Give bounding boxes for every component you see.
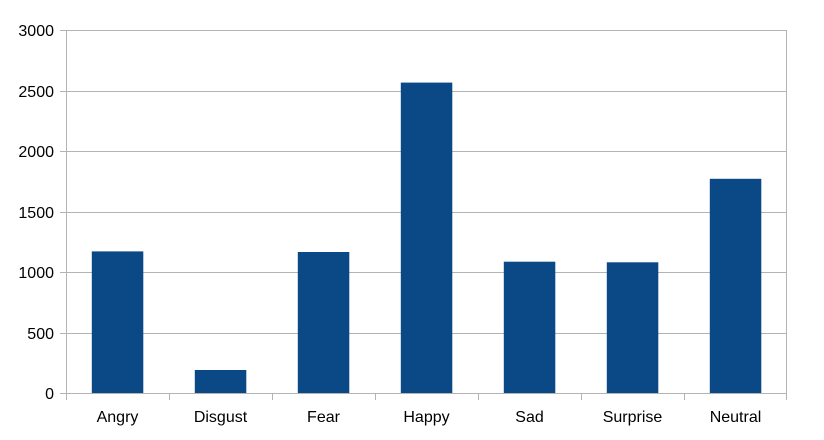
- y-tick-label-1500: 1500: [18, 205, 54, 222]
- x-tick-labels: Angry Disgust Fear Happy Sad Surprise Neutral: [97, 409, 762, 426]
- axes: [60, 30, 787, 400]
- y-tick-label-500: 500: [27, 326, 54, 343]
- bar-angry: [91, 251, 144, 393]
- y-tick-label-1000: 1000: [18, 265, 54, 282]
- x-tick-label-sad: Sad: [515, 409, 543, 426]
- bar-fear: [297, 252, 350, 393]
- bar-sad: [503, 261, 556, 393]
- bar-neutral: [709, 178, 762, 393]
- bar-disgust: [194, 370, 247, 393]
- x-tick-label-happy: Happy: [403, 409, 449, 426]
- bar-surprise: [606, 262, 659, 393]
- y-tick-label-2000: 2000: [18, 144, 54, 161]
- y-tick-label-0: 0: [45, 386, 54, 403]
- y-tick-label-3000: 3000: [18, 23, 54, 40]
- bars: [91, 82, 762, 393]
- x-tick-label-angry: Angry: [97, 409, 139, 426]
- x-tick-label-disgust: Disgust: [194, 409, 248, 426]
- bar-happy: [400, 82, 453, 393]
- y-tick-label-2500: 2500: [18, 84, 54, 101]
- x-tick-label-surprise: Surprise: [603, 409, 663, 426]
- x-tick-label-fear: Fear: [307, 409, 341, 426]
- x-tick-label-neutral: Neutral: [710, 409, 762, 426]
- y-tick-labels: 0 500 1000 1500 2000 2500 3000: [18, 23, 54, 403]
